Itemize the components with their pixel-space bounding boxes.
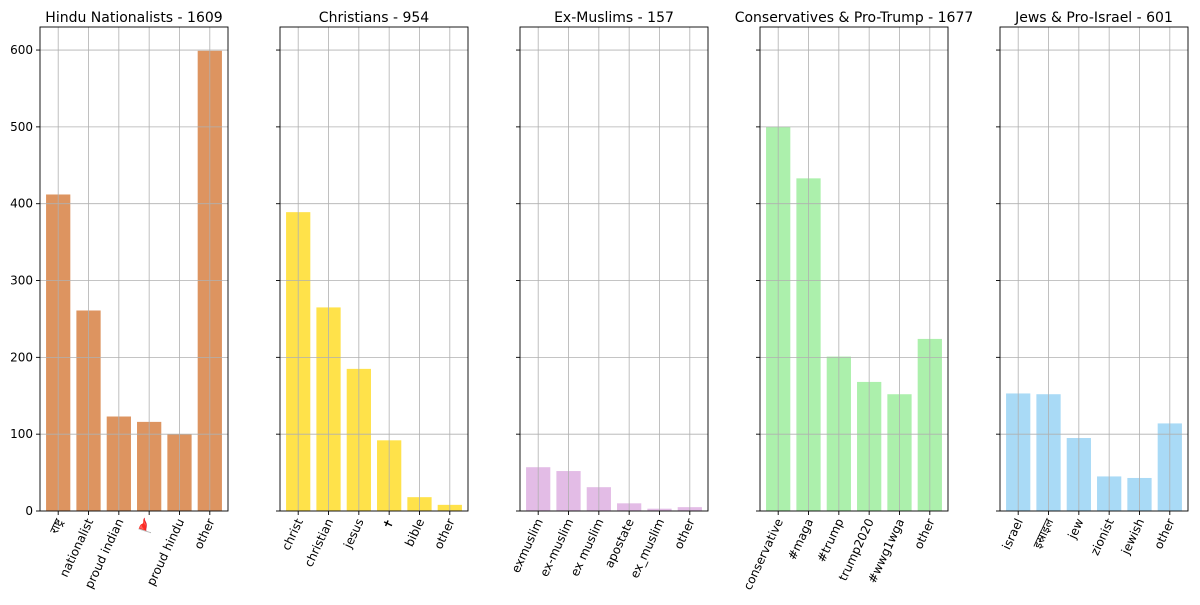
chart-title: Jews & Pro-Israel - 601	[1014, 10, 1173, 26]
x-tick-label: zionist	[1088, 516, 1117, 557]
plot-frame	[39, 26, 229, 512]
x-tick-label: israel	[999, 516, 1025, 551]
x-tick-label: #trump	[814, 516, 846, 564]
x-tick-label: jew	[1065, 516, 1087, 542]
x-tick-label: #maga	[785, 516, 816, 562]
chart-panel-4: conservative #maga#trumptrump2020#wwg1wga…	[735, 10, 974, 592]
x-tick-label: 🚩	[138, 516, 157, 536]
plot-frame	[279, 26, 469, 512]
chart-title: Conservatives & Pro-Trump - 1677	[735, 10, 974, 26]
x-tick-label: conservative	[741, 516, 786, 592]
y-tick-label: 600	[10, 43, 33, 57]
x-tick-label: apostate	[602, 516, 637, 570]
x-tick-label: other	[431, 516, 457, 551]
chart-title: Christians - 954	[319, 10, 429, 26]
plot-frame	[759, 26, 949, 512]
x-tick-label: other	[671, 516, 697, 551]
chart-title: Ex-Muslims - 157	[554, 10, 674, 26]
y-tick-label: 300	[10, 274, 33, 288]
x-tick-label: राष्ट्र	[47, 515, 66, 535]
x-tick-label: jesus	[340, 516, 366, 551]
x-tick-label: bible	[402, 516, 427, 548]
x-tick-label: jewish	[1118, 516, 1147, 557]
x-tick-label: christian	[302, 516, 337, 569]
plot-frame	[519, 26, 709, 512]
x-tick-label: other	[1151, 516, 1177, 551]
plot-frame	[999, 26, 1189, 512]
y-tick-label: 0	[25, 504, 33, 518]
x-tick-label: ✝	[380, 516, 397, 531]
chart-title: Hindu Nationalists - 1609	[45, 10, 222, 26]
x-tick-label: other	[191, 516, 217, 551]
y-tick-label: 100	[10, 427, 33, 441]
y-tick-label: 500	[10, 120, 33, 134]
chart-panel-5: israel इस्राइल jew zionist jewish other Jews &…	[996, 10, 1189, 558]
x-tick-label: christ	[279, 516, 306, 552]
x-tick-label: other	[911, 516, 937, 551]
chart-panel-1: 0100200300400500600राष्ट्रnationalistpro…	[10, 10, 229, 591]
y-tick-label: 400	[10, 197, 33, 211]
y-tick-label: 200	[10, 350, 33, 364]
x-tick-label: इस्राइल	[1030, 516, 1056, 551]
